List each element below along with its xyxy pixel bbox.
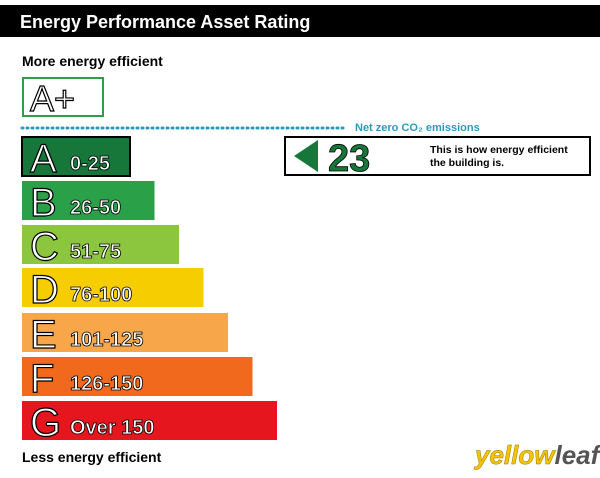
band-letter: E <box>30 313 57 357</box>
net-zero-box <box>22 77 104 117</box>
band-letter: F <box>30 357 54 401</box>
band-bar <box>22 225 179 264</box>
band-bar <box>22 401 277 440</box>
band-range: 126-150 <box>70 373 143 395</box>
band-letter: G <box>30 401 61 445</box>
current-note: This is how energy efficient <box>430 144 568 156</box>
top-label: More energy efficient <box>22 53 163 69</box>
band-range: 51-75 <box>70 241 121 263</box>
current-note: the building is. <box>430 157 504 169</box>
band-range: Over 150 <box>70 417 155 439</box>
current-box <box>284 136 591 176</box>
bands: A 0-25 B 26-50 C 51-75 D 76-100 E 101-125 F 126-150… <box>21 136 277 446</box>
net-zero-letter: A+ <box>30 78 75 119</box>
band-range: 76-100 <box>70 284 132 306</box>
band-range: 26-50 <box>70 197 121 219</box>
logo: yellowleaf <box>473 440 600 470</box>
title-bar <box>0 5 600 37</box>
band-bar <box>21 136 131 177</box>
band-range: 0-25 <box>70 153 110 175</box>
current-rating: 23 <box>328 138 370 180</box>
bottom-label: Less energy efficient <box>22 449 162 465</box>
band-bar <box>22 181 155 220</box>
band-letter: C <box>30 225 59 269</box>
band-bar <box>22 313 228 352</box>
band-letter: B <box>30 181 57 225</box>
logo-part: yellow <box>473 440 556 470</box>
band-bar <box>22 357 253 396</box>
title: Energy Performance Asset Rating <box>20 12 310 32</box>
current-arrow <box>294 140 318 172</box>
net-zero-label: Net zero CO₂ emissions <box>355 122 480 134</box>
band-letter: D <box>30 268 59 312</box>
logo-part: leaf <box>554 440 600 470</box>
band-bar <box>22 268 204 307</box>
band-range: 101-125 <box>70 329 143 351</box>
band-letter: A <box>30 137 57 181</box>
